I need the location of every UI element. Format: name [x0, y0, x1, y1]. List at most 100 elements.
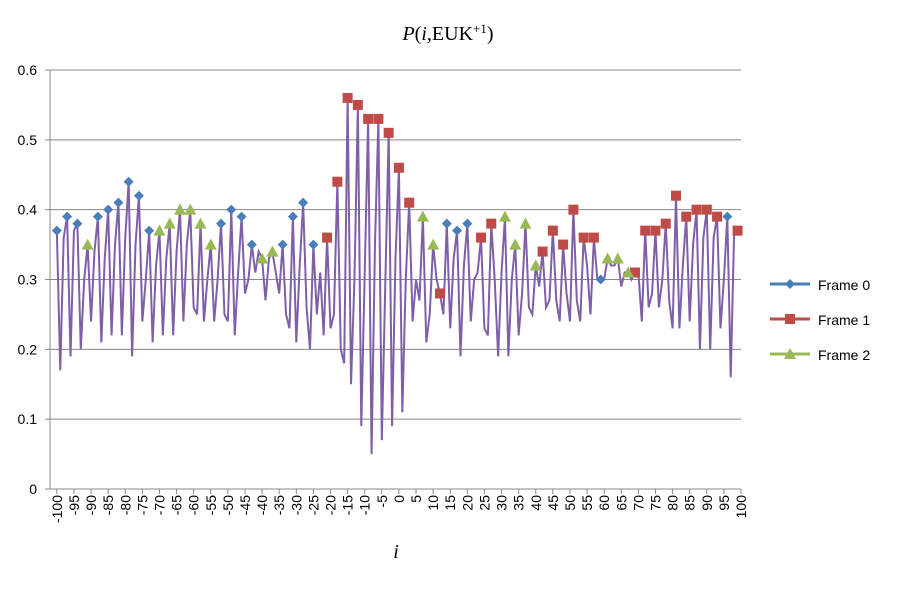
x-tick-label: 0: [391, 495, 407, 503]
marker: [650, 225, 661, 236]
x-tick-label: 55: [579, 495, 595, 511]
marker: [691, 204, 702, 215]
marker: [568, 204, 579, 215]
x-tick-label: 70: [630, 495, 646, 511]
marker: [173, 203, 186, 215]
title-part: P: [401, 23, 414, 45]
legend-label: Frame 2: [818, 347, 870, 363]
title-part: ): [487, 23, 494, 45]
y-tick-label: 0.5: [18, 132, 38, 148]
marker: [578, 232, 589, 243]
marker: [519, 217, 532, 229]
x-tick-label: 40: [528, 495, 544, 511]
y-tick-label: 0.1: [18, 411, 38, 427]
x-tick-label: -95: [66, 495, 82, 515]
x-tick-label: -35: [271, 495, 287, 515]
marker: [246, 239, 257, 250]
marker: [404, 197, 415, 208]
marker: [712, 211, 723, 222]
title-part: (: [415, 23, 422, 45]
title-part: +1: [473, 21, 487, 36]
x-tick-label: -80: [117, 495, 133, 515]
marker: [681, 211, 692, 222]
chart-title: P(i,EUK+1): [401, 21, 493, 45]
x-tick-label: -30: [288, 495, 304, 515]
marker: [92, 211, 103, 222]
title-part: i: [421, 23, 427, 45]
marker: [342, 92, 353, 103]
x-tick-label: 5: [408, 495, 424, 503]
marker: [588, 232, 599, 243]
marker: [537, 246, 548, 257]
marker: [660, 218, 671, 229]
x-tick-label: 45: [545, 495, 561, 511]
marker: [113, 197, 124, 208]
marker: [194, 217, 207, 229]
y-tick-label: 0.4: [18, 202, 38, 218]
x-tick-label: -5: [374, 495, 390, 508]
x-tick-label: 60: [596, 495, 612, 511]
marker: [383, 127, 394, 138]
marker: [558, 239, 569, 250]
marker: [441, 218, 452, 229]
x-tick-label: 10: [425, 495, 441, 511]
marker: [452, 225, 463, 236]
marker: [81, 238, 94, 250]
y-tick-label: 0.2: [18, 341, 38, 357]
x-tick-label: -70: [151, 495, 167, 515]
marker: [498, 210, 511, 222]
marker: [486, 218, 497, 229]
x-tick-label: -40: [254, 495, 270, 515]
legend-label: Frame 0: [818, 277, 870, 293]
marker: [671, 190, 682, 201]
x-tick-label: -50: [220, 495, 236, 515]
x-tick-label: -20: [323, 495, 339, 515]
marker: [226, 204, 237, 215]
marker: [277, 239, 288, 250]
marker: [509, 238, 522, 250]
x-tick-label: 50: [562, 495, 578, 511]
marker: [393, 162, 404, 173]
marker: [434, 288, 445, 299]
x-tick-label: -10: [357, 495, 373, 515]
marker: [184, 203, 197, 215]
x-tick-label: 90: [699, 495, 715, 511]
marker: [611, 252, 624, 264]
x-tick-label: 30: [494, 495, 510, 511]
marker: [476, 232, 487, 243]
marker: [622, 266, 635, 278]
marker: [601, 252, 614, 264]
marker: [266, 245, 279, 257]
legend-label: Frame 1: [818, 312, 870, 328]
marker: [322, 232, 333, 243]
x-tick-label: 85: [682, 495, 698, 511]
legend-marker: [784, 348, 796, 359]
marker: [701, 204, 712, 215]
x-tick-label: -60: [186, 495, 202, 515]
marker: [51, 225, 62, 236]
x-tick-label: 100: [733, 495, 749, 519]
y-tick-label: 0: [29, 481, 37, 497]
marker: [153, 224, 166, 236]
marker: [462, 218, 473, 229]
marker: [373, 113, 384, 124]
marker: [629, 267, 640, 278]
x-tick-label: 15: [442, 495, 458, 511]
y-tick-label: 0.3: [18, 272, 38, 288]
x-tick-label: -65: [169, 495, 185, 515]
marker: [62, 211, 73, 222]
marker: [287, 211, 298, 222]
marker: [103, 204, 114, 215]
y-tick-label: 0.6: [18, 62, 38, 78]
marker: [256, 252, 269, 264]
marker: [640, 225, 651, 236]
marker: [204, 238, 217, 250]
marker: [144, 225, 155, 236]
marker: [529, 259, 542, 271]
marker: [123, 176, 134, 187]
marker: [216, 218, 227, 229]
x-tick-label: 20: [459, 495, 475, 511]
marker: [722, 211, 733, 222]
marker: [163, 217, 176, 229]
